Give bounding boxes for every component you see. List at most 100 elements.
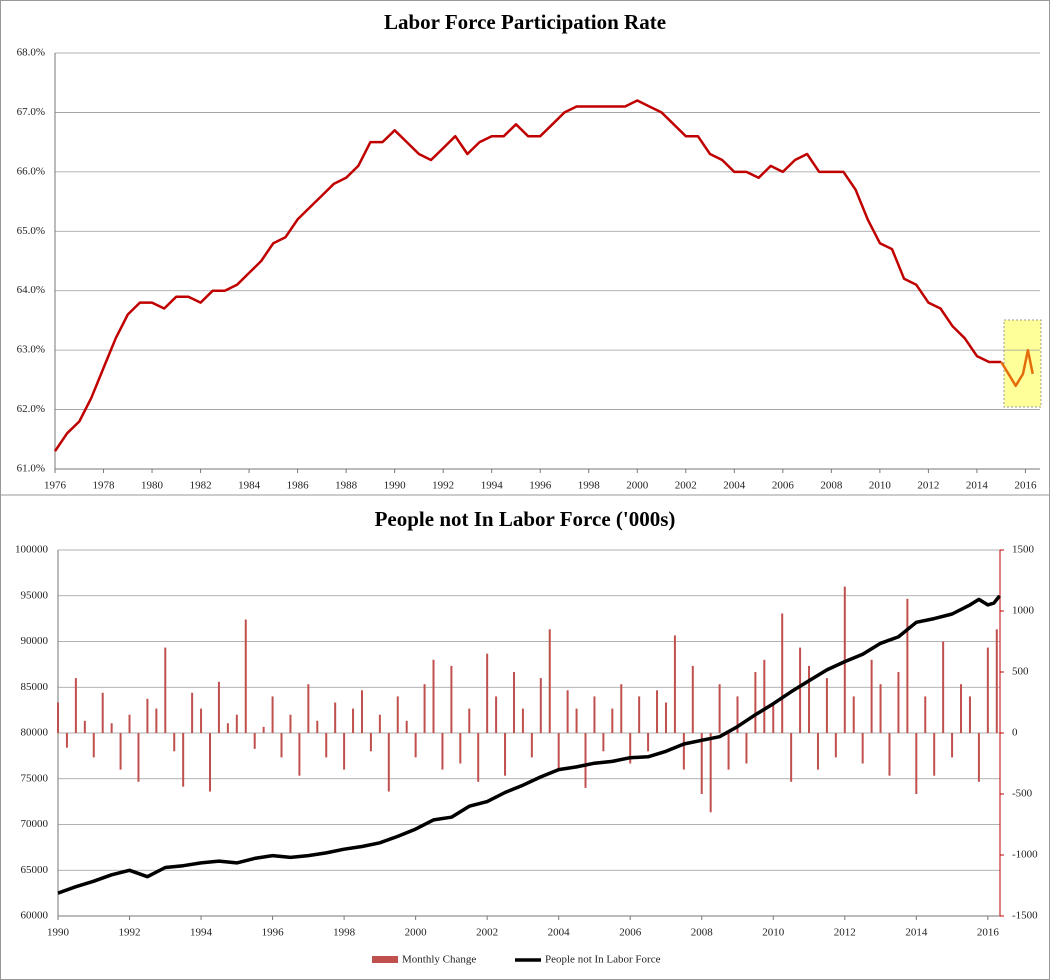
bar — [459, 733, 462, 764]
bar — [861, 733, 864, 764]
y-tick-label: 63.0% — [17, 344, 45, 356]
bar — [334, 702, 337, 733]
y2-tick-label: -1000 — [1012, 849, 1038, 861]
x-tick-label: 1978 — [93, 480, 116, 492]
bar — [897, 672, 900, 733]
bar — [942, 641, 945, 733]
line — [57, 594, 1001, 895]
y-tick-label: 68.0% — [17, 47, 45, 59]
bar — [781, 613, 784, 733]
bar — [164, 647, 167, 733]
bar — [790, 733, 793, 782]
bar — [217, 681, 220, 733]
bar — [271, 696, 274, 733]
x-tick-label: 2008 — [691, 927, 714, 939]
bar — [521, 708, 524, 733]
bar — [477, 733, 480, 782]
x-tick-label: 2014 — [905, 927, 928, 939]
x-tick-label: 2006 — [772, 480, 795, 492]
bar — [888, 733, 891, 776]
bar — [289, 714, 292, 733]
x-tick-label: 1986 — [287, 480, 310, 492]
chart-title: People not In Labor Force ('000s) — [375, 507, 676, 531]
bar — [110, 723, 113, 733]
bar — [718, 684, 721, 733]
bar — [763, 659, 766, 733]
x-tick-label: 1992 — [432, 480, 454, 492]
x-tick-label: 1998 — [578, 480, 601, 492]
bar — [656, 690, 659, 733]
bar — [593, 696, 596, 733]
bar — [879, 684, 882, 733]
x-tick-label: 2000 — [626, 480, 649, 492]
bar — [968, 696, 971, 733]
y2-tick-label: -1500 — [1012, 910, 1038, 922]
x-tick-label: 2004 — [723, 480, 746, 492]
x-tick-label: 2006 — [619, 927, 642, 939]
line — [53, 99, 1002, 452]
bar — [253, 733, 256, 749]
bar — [146, 698, 149, 733]
bar — [307, 684, 310, 733]
x-tick-label: 1994 — [190, 927, 213, 939]
bar — [566, 690, 569, 733]
bar — [933, 733, 936, 776]
bar — [200, 708, 203, 733]
bar — [906, 598, 909, 733]
bar — [557, 733, 560, 770]
y-tick-label: 85000 — [21, 681, 49, 693]
x-tick-label: 1990 — [47, 927, 70, 939]
y-tick-label: 100000 — [15, 544, 49, 556]
x-tick-label: 1976 — [44, 480, 67, 492]
x-tick-label: 2014 — [966, 480, 989, 492]
bar — [512, 672, 515, 733]
bar — [101, 692, 104, 733]
x-tick-label: 1980 — [141, 480, 164, 492]
y-tick-label: 64.0% — [17, 284, 45, 296]
x-tick-label: 2008 — [820, 480, 843, 492]
bar — [191, 692, 194, 733]
highlight-box — [1003, 319, 1042, 408]
bar — [629, 733, 632, 764]
x-tick-label: 1992 — [119, 927, 141, 939]
y-tick-label: 90000 — [21, 635, 49, 647]
bar — [539, 678, 542, 733]
bar — [816, 733, 819, 770]
bar — [441, 733, 444, 770]
bar — [208, 733, 211, 792]
bar — [700, 733, 703, 794]
bar — [530, 733, 533, 758]
bar — [262, 726, 265, 733]
bar — [611, 708, 614, 733]
bar — [870, 659, 873, 733]
bar — [951, 733, 954, 758]
x-tick-label: 1984 — [238, 480, 261, 492]
bar — [92, 733, 95, 758]
bar — [369, 733, 372, 752]
bar — [682, 733, 685, 770]
x-tick-label: 2012 — [917, 480, 939, 492]
line — [1000, 348, 1034, 388]
bar — [799, 647, 802, 733]
bar — [450, 665, 453, 733]
bar — [995, 629, 998, 733]
y-tick-label: 80000 — [21, 727, 49, 739]
bar — [772, 702, 775, 733]
bar — [736, 696, 739, 733]
bar — [468, 708, 471, 733]
bar — [298, 733, 301, 776]
x-tick-label: 2010 — [762, 927, 785, 939]
bar — [387, 733, 390, 792]
y-tick-label: 65000 — [21, 864, 49, 876]
bar — [673, 635, 676, 733]
bar — [486, 653, 489, 733]
y2-tick-label: 0 — [1012, 727, 1018, 739]
bar — [960, 684, 963, 733]
bar — [754, 672, 757, 733]
x-tick-label: 2002 — [476, 927, 498, 939]
bar — [977, 733, 980, 782]
bar — [638, 696, 641, 733]
bar — [548, 629, 551, 733]
y-tick-label: 61.0% — [17, 463, 45, 475]
